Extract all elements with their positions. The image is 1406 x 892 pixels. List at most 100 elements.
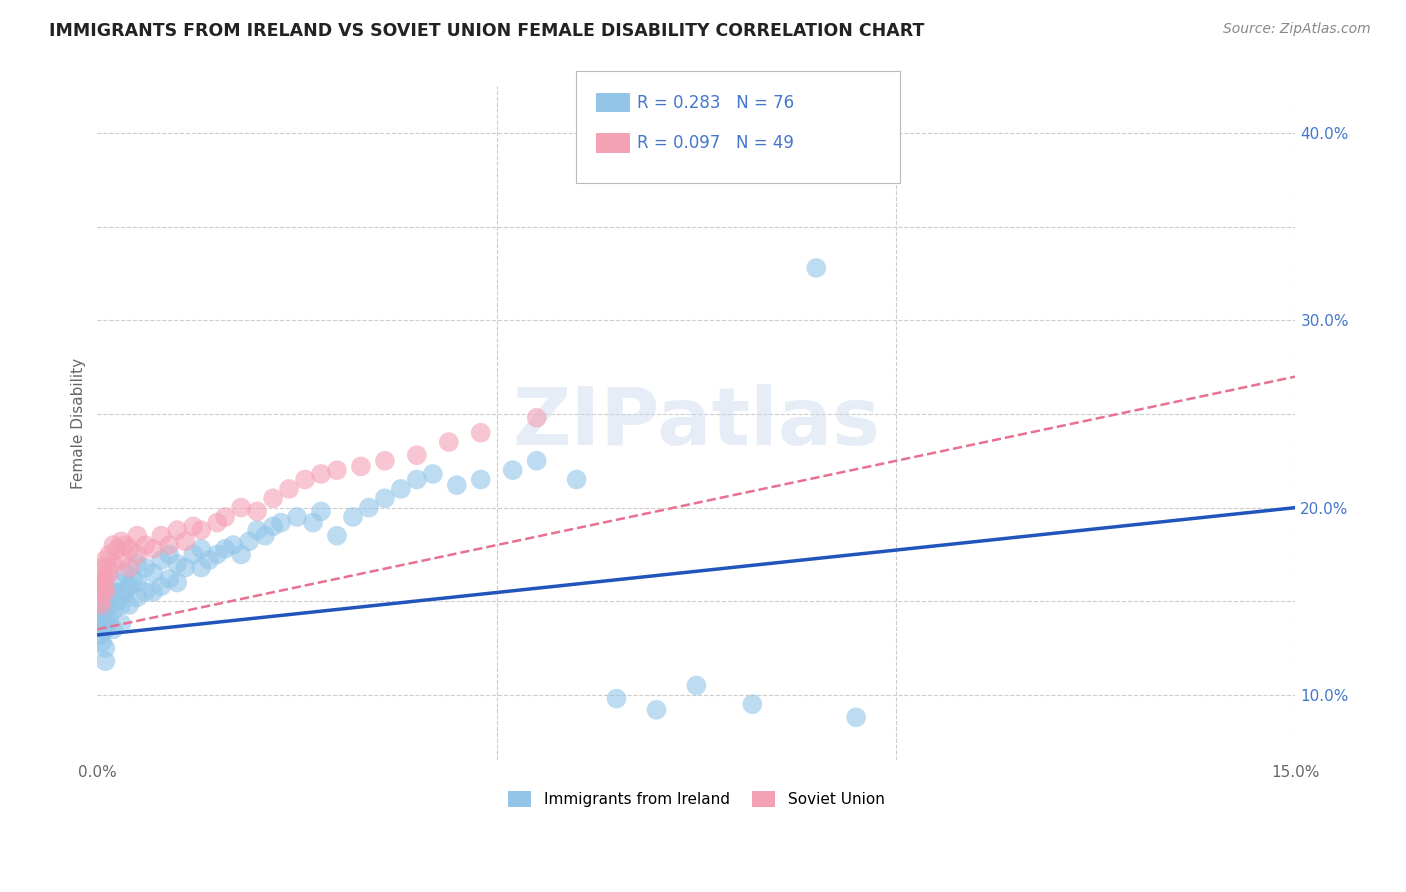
Point bbox=[127, 591, 149, 605]
Point bbox=[98, 598, 121, 612]
Point bbox=[238, 534, 260, 549]
Point bbox=[142, 566, 165, 581]
Point bbox=[93, 616, 115, 631]
Point bbox=[91, 635, 114, 649]
Point bbox=[94, 623, 117, 637]
Point bbox=[150, 553, 173, 567]
Point bbox=[190, 541, 212, 556]
Point bbox=[526, 410, 548, 425]
Point bbox=[110, 598, 132, 612]
Point bbox=[94, 594, 117, 608]
Point bbox=[110, 553, 132, 567]
Point bbox=[98, 566, 121, 581]
Point bbox=[374, 491, 396, 506]
Point bbox=[94, 585, 117, 599]
Point bbox=[93, 609, 115, 624]
Point bbox=[181, 519, 204, 533]
Point bbox=[157, 548, 180, 562]
Text: IMMIGRANTS FROM IRELAND VS SOVIET UNION FEMALE DISABILITY CORRELATION CHART: IMMIGRANTS FROM IRELAND VS SOVIET UNION … bbox=[49, 22, 925, 40]
Point bbox=[142, 585, 165, 599]
Point bbox=[93, 579, 115, 593]
Point bbox=[357, 500, 380, 515]
Point bbox=[214, 541, 236, 556]
Point bbox=[89, 616, 111, 631]
Point bbox=[98, 613, 121, 627]
Point bbox=[278, 482, 301, 496]
Point bbox=[526, 454, 548, 468]
Point bbox=[142, 541, 165, 556]
Point bbox=[90, 598, 112, 612]
Y-axis label: Female Disability: Female Disability bbox=[72, 358, 86, 489]
Point bbox=[157, 572, 180, 586]
Point bbox=[105, 594, 128, 608]
Point bbox=[309, 467, 332, 481]
Point bbox=[127, 548, 149, 562]
Point bbox=[309, 504, 332, 518]
Point bbox=[326, 463, 349, 477]
Point bbox=[103, 604, 125, 618]
Point bbox=[806, 260, 828, 275]
Point bbox=[262, 491, 284, 506]
Point bbox=[87, 604, 110, 618]
Point bbox=[166, 575, 188, 590]
Point bbox=[114, 538, 136, 552]
Point bbox=[114, 585, 136, 599]
Point bbox=[405, 448, 427, 462]
Point bbox=[94, 654, 117, 668]
Point bbox=[96, 560, 118, 574]
Point bbox=[198, 553, 221, 567]
Point bbox=[502, 463, 524, 477]
Point bbox=[205, 548, 228, 562]
Point bbox=[294, 473, 316, 487]
Point bbox=[127, 529, 149, 543]
Point bbox=[150, 579, 173, 593]
Point bbox=[122, 572, 145, 586]
Point bbox=[190, 560, 212, 574]
Point bbox=[470, 425, 492, 440]
Point bbox=[262, 519, 284, 533]
Legend: Immigrants from Ireland, Soviet Union: Immigrants from Ireland, Soviet Union bbox=[502, 785, 890, 814]
Text: Source: ZipAtlas.com: Source: ZipAtlas.com bbox=[1223, 22, 1371, 37]
Point bbox=[91, 575, 114, 590]
Point bbox=[105, 541, 128, 556]
Point bbox=[118, 579, 141, 593]
Point bbox=[134, 538, 156, 552]
Point bbox=[285, 510, 308, 524]
Point bbox=[103, 623, 125, 637]
Point bbox=[222, 538, 245, 552]
Point bbox=[103, 557, 125, 571]
Point bbox=[229, 548, 252, 562]
Point bbox=[174, 560, 197, 574]
Point bbox=[90, 560, 112, 574]
Point bbox=[254, 529, 277, 543]
Point bbox=[157, 538, 180, 552]
Text: ZIPatlas: ZIPatlas bbox=[512, 384, 880, 462]
Point bbox=[134, 560, 156, 574]
Point bbox=[389, 482, 412, 496]
Point bbox=[93, 572, 115, 586]
Point bbox=[127, 557, 149, 571]
Point bbox=[110, 534, 132, 549]
Point bbox=[374, 454, 396, 468]
Point bbox=[214, 510, 236, 524]
Point bbox=[174, 534, 197, 549]
Point bbox=[229, 500, 252, 515]
Point bbox=[91, 585, 114, 599]
Point bbox=[350, 459, 373, 474]
Point bbox=[437, 435, 460, 450]
Point bbox=[90, 613, 112, 627]
Point bbox=[422, 467, 444, 481]
Point bbox=[118, 541, 141, 556]
Point bbox=[205, 516, 228, 530]
Point bbox=[90, 585, 112, 599]
Point bbox=[105, 575, 128, 590]
Text: R = 0.283   N = 76: R = 0.283 N = 76 bbox=[637, 94, 794, 112]
Point bbox=[94, 572, 117, 586]
Point bbox=[134, 585, 156, 599]
Point bbox=[110, 616, 132, 631]
Point bbox=[94, 607, 117, 622]
Point bbox=[845, 710, 868, 724]
Point bbox=[470, 473, 492, 487]
Point bbox=[103, 585, 125, 599]
Point bbox=[685, 678, 707, 692]
